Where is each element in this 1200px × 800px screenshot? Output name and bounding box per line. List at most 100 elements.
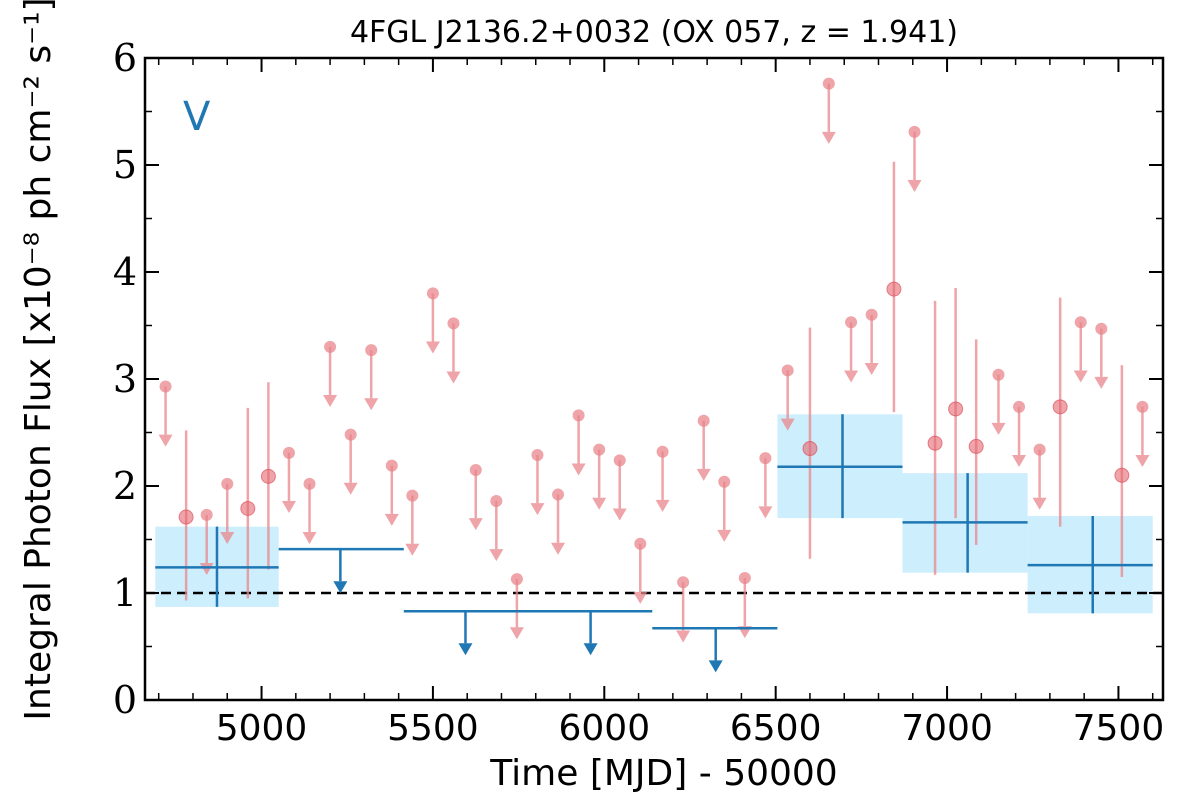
coarse-bin-bands [155,414,1153,614]
fine-upper-limit-arrow [343,482,358,495]
y-tick-label: 2 [113,464,137,508]
fine-upper-limit-arrow [323,395,338,408]
fine-upper-limit-arrow [991,422,1006,435]
chart-title: 4FGL J2136.2+0032 (OX 057, z = 1.941) [350,15,958,50]
fine-detection-point [968,438,984,454]
fine-upper-limit-arrow [1135,454,1150,467]
fine-detection-point [178,509,194,525]
fine-detection-point [1052,399,1068,415]
fine-upper-limit-point [552,488,565,501]
fine-upper-limit-point [718,475,731,488]
fine-upper-limit-arrow [530,503,545,516]
fine-upper-limit-arrow [302,532,317,545]
fine-upper-limit-arrow [1032,497,1047,510]
fine-upper-limit-point [593,443,606,456]
y-tick-label: 6 [113,36,137,80]
x-tick-label: 5500 [387,708,479,749]
fine-upper-limit-point [385,459,398,472]
fine-upper-limit-arrow [199,563,214,576]
fine-upper-limit-point [531,448,544,461]
fine-detection-point [240,500,256,516]
y-tick-label: 3 [113,357,137,401]
fine-upper-limit-arrow [758,506,773,519]
fine-upper-limit-arrow [425,341,440,354]
fine-upper-limit-point [656,445,669,458]
fine-bin-series [158,77,1150,643]
fine-upper-limit-arrow [612,508,627,521]
fine-upper-limit-point [303,477,316,490]
axis-ticks: 5000 5500 6000 6500 7000 7500 0 1 2 3 4 5 6 [113,36,1164,749]
fine-upper-limit-arrow [676,630,691,643]
fine-upper-limit-arrow [633,591,648,604]
fine-upper-limit-point [822,77,835,90]
fine-upper-limit-arrow [405,543,420,556]
fine-upper-limit-arrow [864,362,879,375]
fine-upper-limit-point [697,414,710,427]
fine-upper-limit-arrow [489,549,504,562]
y-tick-label: 0 [113,678,137,722]
fine-detection-point [927,435,943,451]
y-tick-label: 5 [113,143,137,187]
x-tick-label: 6500 [730,708,822,749]
fine-upper-limit-arrow [468,518,483,531]
fine-upper-limit-arrow [220,532,235,545]
fine-upper-limit-arrow [158,434,173,447]
fine-upper-limit-arrow [509,627,524,640]
fine-upper-limit-arrow [780,418,795,431]
fine-upper-limit-point [1033,443,1046,456]
y-tick-label: 1 [113,571,137,615]
y-tick-label: 4 [113,250,137,294]
fine-upper-limit-arrow [907,179,922,192]
fine-upper-limit-point [344,428,357,441]
fine-upper-limit-point [1095,322,1108,335]
fine-detection-point [802,441,818,457]
fine-upper-limit-arrow [571,463,586,476]
fine-upper-limit-point [1074,316,1087,329]
fine-upper-limit-arrow [281,500,296,513]
fine-upper-limit-point [634,537,647,550]
fine-upper-limit-arrow [1073,370,1088,383]
fine-upper-limit-arrow [446,371,461,384]
fine-upper-limit-point [324,340,337,353]
fine-upper-limit-arrow [844,370,859,383]
fine-upper-limit-point [221,477,234,490]
fine-upper-limit-point [426,287,439,300]
fine-upper-limit-point [908,125,921,138]
fine-upper-limit-arrow [384,513,399,526]
fine-upper-limit-arrow [821,131,836,144]
fine-upper-limit-point [469,463,482,476]
fine-upper-limit-point [365,344,378,357]
fine-upper-limit-arrow [364,398,379,411]
x-tick-label: 5000 [216,708,308,749]
fine-upper-limit-arrow [696,468,711,481]
fine-upper-limit-arrow [717,529,732,542]
fine-upper-limit-point [1013,400,1026,413]
fine-upper-limit-point [490,494,503,507]
fine-upper-limit-point [159,380,172,393]
y-axis-label: Integral Photon Flux [x10⁻⁸ ph cm⁻² s⁻¹] [18,0,59,721]
fine-upper-limit-point [781,364,794,377]
coarse-bin-series [155,414,1153,673]
fine-upper-limit-arrow [551,542,566,555]
x-axis-label: Time [MJD] - 50000 [489,753,837,794]
fine-detection-point [886,281,902,297]
panel-label: V [183,94,211,140]
coarse-upper-limit-arrow [333,581,348,594]
fine-upper-limit-point [510,573,523,586]
fine-upper-limit-point [845,316,858,329]
fine-upper-limit-point [992,368,1005,381]
x-tick-label: 7000 [901,708,993,749]
fine-upper-limit-point [677,576,690,589]
coarse-upper-limit-arrow [458,643,473,656]
fine-upper-limit-point [1136,400,1149,413]
fine-upper-limit-point [865,308,878,321]
fine-upper-limit-point [406,489,419,502]
fine-upper-limit-point [447,317,460,330]
fine-detection-point [1114,467,1130,483]
coarse-upper-limit-arrow [708,660,723,673]
x-tick-label: 7500 [1073,708,1165,749]
fine-upper-limit-arrow [1012,454,1027,467]
fine-upper-limit-arrow [655,499,670,512]
fine-upper-limit-point [738,572,751,585]
fine-detection-point [948,401,964,417]
